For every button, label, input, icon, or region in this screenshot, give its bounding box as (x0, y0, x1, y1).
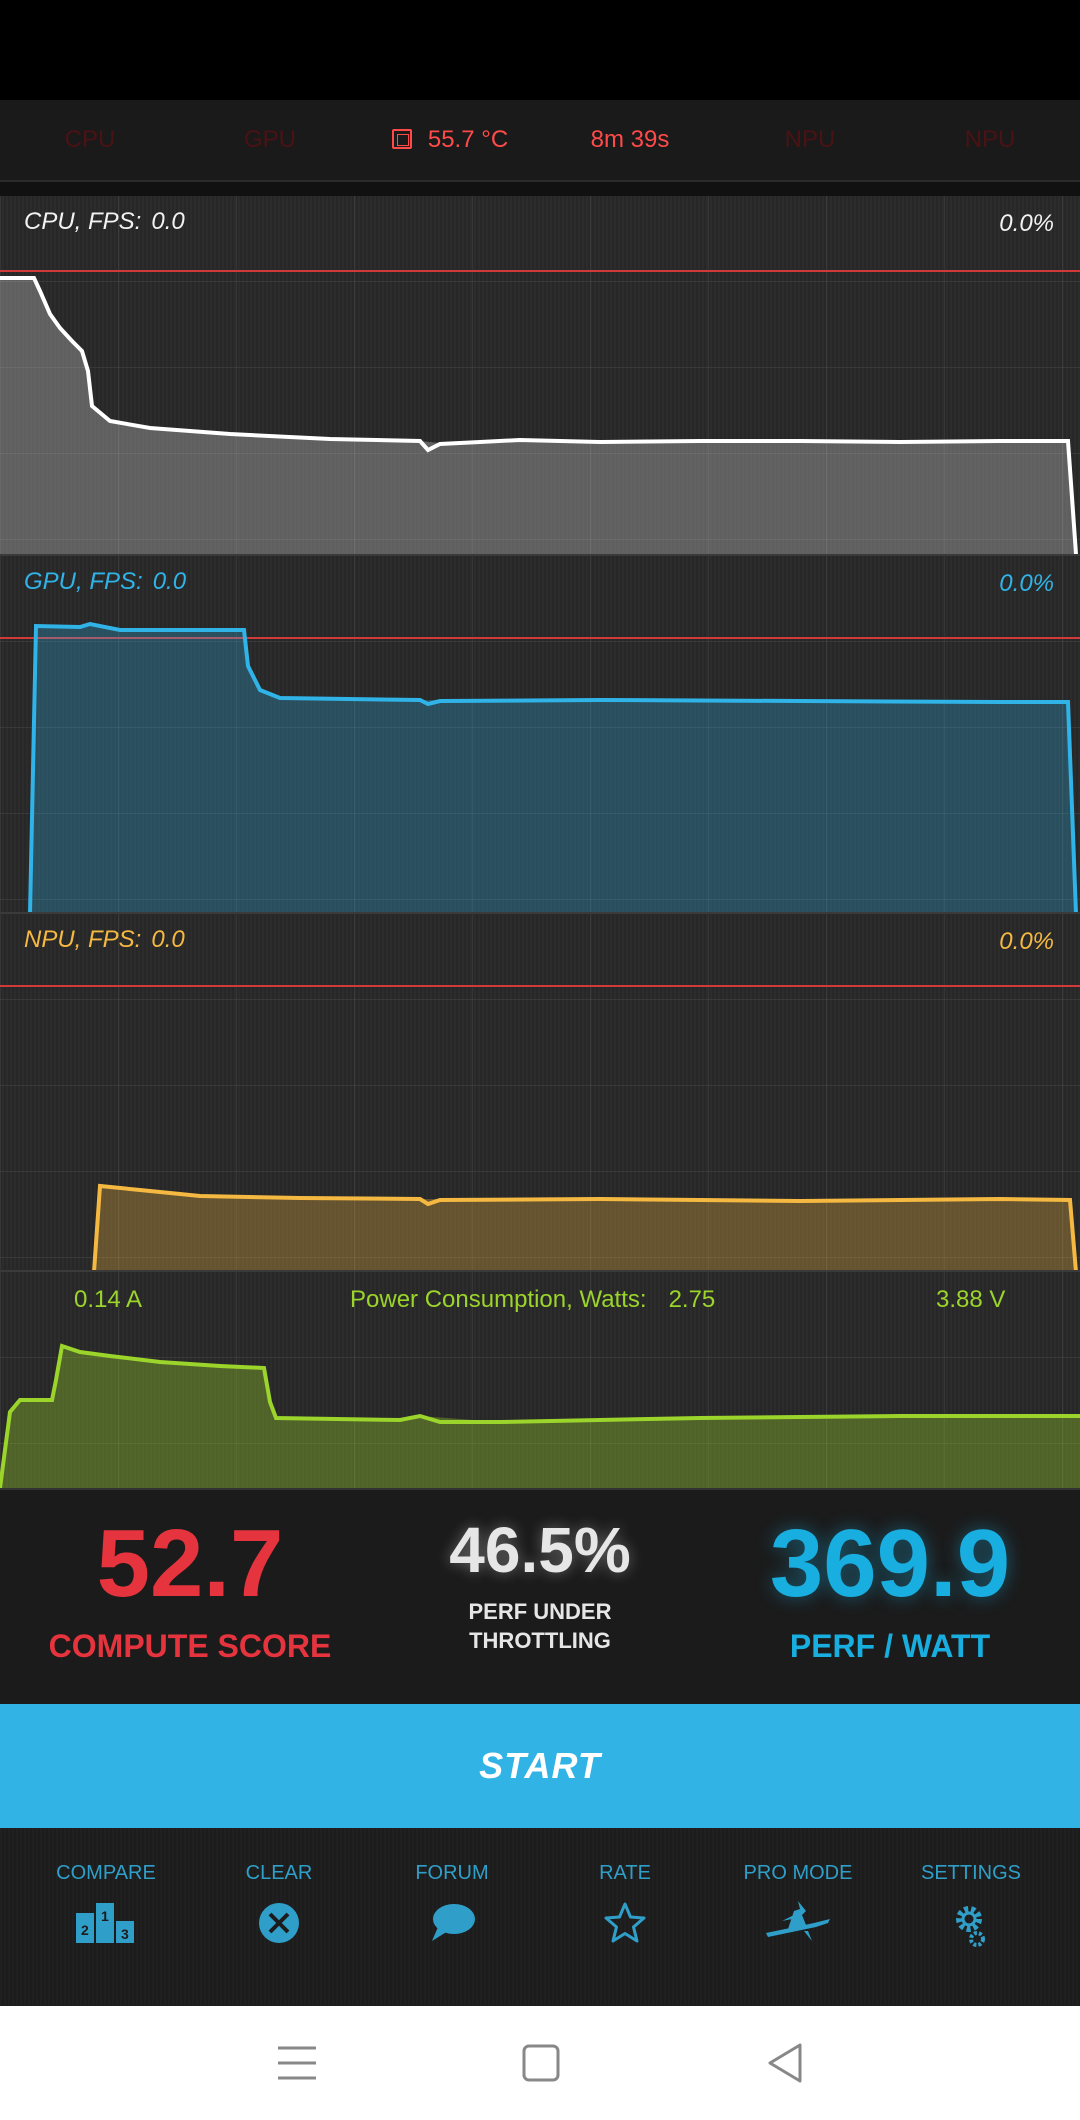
podium-icon: 2 1 3 (76, 1903, 134, 1943)
temperature-readout: 55.7 °C (360, 100, 540, 180)
status-bar (0, 0, 1080, 100)
compute-score: 52.7 COMPUTE SCORE (10, 1490, 370, 1665)
menu-icon[interactable] (262, 2028, 332, 2098)
tab-npu-2[interactable]: NPU (964, 126, 1016, 153)
npu-graph: NPU, FPS: 0.0 0.0% (0, 912, 1080, 1272)
pro-mode-label: PRO MODE (743, 1862, 853, 1884)
forum-button[interactable]: FORUM (372, 1828, 532, 2006)
power-graph-plot (0, 1343, 1080, 1490)
clear-x-icon (259, 1903, 299, 1943)
compute-score-value: 52.7 (96, 1510, 284, 1617)
npu-fps-value: 0.0 (151, 926, 185, 953)
power-label-text: Power Consumption, Watts: (350, 1286, 647, 1313)
voltage-readout: 3.88 V (936, 1286, 1006, 1313)
npu-label-text: NPU, FPS: (24, 926, 142, 953)
compare-button[interactable]: COMPARE 2 1 3 (26, 1828, 186, 2006)
temperature-value: 55.7 °C (427, 126, 509, 153)
throttling-label: PERF UNDER THROTTLING (360, 1598, 720, 1655)
bottom-toolbar: COMPARE 2 1 3 CLEAR FORUM RATE PRO MODE (0, 1828, 1080, 2006)
tab-npu-1[interactable]: NPU (784, 126, 836, 153)
elapsed-time: 8m 39s (590, 126, 670, 153)
chip-icon (391, 129, 412, 149)
witch-icon (766, 1901, 830, 1941)
gpu-series-line (0, 621, 1080, 914)
start-button[interactable]: START (0, 1704, 1080, 1828)
rate-button[interactable]: RATE (545, 1828, 705, 2006)
forum-label: FORUM (415, 1862, 489, 1884)
throttling-score: 46.5% PERF UNDER THROTTLING (360, 1490, 720, 1655)
gpu-graph: GPU, FPS: 0.0 0.0% (0, 554, 1080, 914)
npu-graph-plot (0, 985, 1080, 1272)
gpu-fps-label: GPU, FPS: 0.0 (24, 568, 186, 596)
clear-button[interactable]: CLEAR (199, 1828, 359, 2006)
pro-mode-button[interactable]: PRO MODE (718, 1828, 878, 2006)
perf-per-watt: 369.9 PERF / WATT (710, 1490, 1070, 1665)
cpu-label-text: CPU, FPS: (24, 208, 142, 235)
power-graph: 0.14 A Power Consumption, Watts: 2.75 3.8… (0, 1270, 1080, 1490)
npu-series-line (0, 1183, 1080, 1272)
npu-fps-label: NPU, FPS: 0.0 (24, 926, 185, 954)
cpu-percent: 0.0% (999, 210, 1054, 237)
home-icon[interactable] (506, 2028, 576, 2098)
tab-gpu[interactable]: GPU (243, 126, 296, 153)
settings-button[interactable]: SETTINGS (891, 1828, 1051, 2006)
system-nav-bar (0, 2006, 1080, 2120)
svg-text:3: 3 (121, 1926, 129, 1942)
throttling-label-line1: PERF UNDER (468, 1599, 612, 1624)
top-tab-bar: CPU GPU 55.7 °C 8m 39s NPU NPU (0, 100, 1080, 182)
gpu-fps-value: 0.0 (152, 568, 187, 595)
clear-label: CLEAR (245, 1862, 313, 1884)
perf-per-watt-value: 369.9 (769, 1510, 1011, 1617)
svg-text:1: 1 (101, 1908, 109, 1924)
throttling-value: 46.5% (449, 1514, 631, 1586)
chat-bubble-icon (432, 1904, 475, 1941)
gpu-percent: 0.0% (999, 570, 1054, 597)
gpu-graph-plot (0, 621, 1080, 914)
cpu-fps-value: 0.0 (151, 208, 185, 235)
compute-score-label: COMPUTE SCORE (48, 1628, 332, 1664)
tab-cpu[interactable]: CPU (64, 126, 116, 153)
power-watts-value: 2.75 (668, 1286, 716, 1313)
perf-per-watt-label: PERF / WATT (789, 1628, 991, 1664)
gpu-label-text: GPU, FPS: (24, 568, 143, 595)
star-icon (604, 1902, 646, 1943)
current-readout: 0.14 A (74, 1286, 143, 1313)
cpu-fps-label: CPU, FPS: 0.0 (24, 208, 185, 236)
power-series-line (0, 1343, 1080, 1489)
power-consumption-label: Power Consumption, Watts: 2.75 (350, 1286, 715, 1314)
score-panel: 52.7 COMPUTE SCORE 46.5% PERF UNDER THRO… (0, 1488, 1080, 1706)
settings-label: SETTINGS (920, 1862, 1021, 1884)
gear-icon (956, 1906, 985, 1947)
cpu-graph: CPU, FPS: 0.0 0.0% (0, 196, 1080, 554)
throttling-label-line2: THROTTLING (469, 1627, 611, 1653)
npu-percent: 0.0% (999, 928, 1054, 955)
cpu-series-line (0, 276, 1078, 554)
svg-text:2: 2 (81, 1922, 89, 1938)
back-icon[interactable] (750, 2028, 820, 2098)
rate-label: RATE (599, 1862, 651, 1884)
compare-label: COMPARE (56, 1862, 156, 1884)
cpu-graph-plot (0, 270, 1080, 554)
